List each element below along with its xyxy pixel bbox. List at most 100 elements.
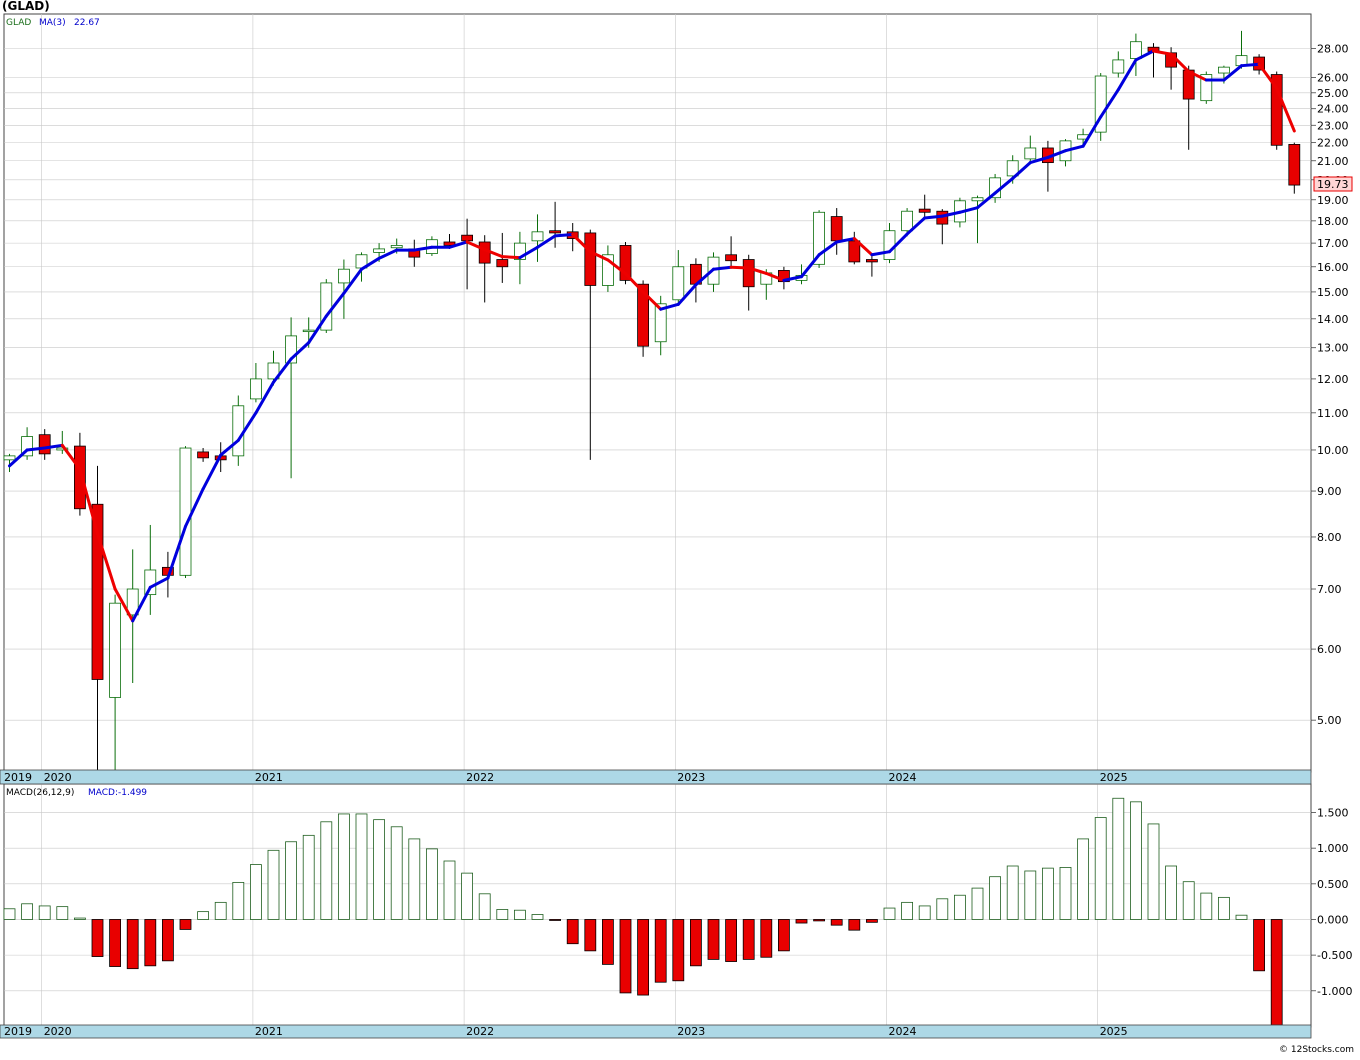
candle-up (1112, 59, 1125, 74)
ma-segment (1275, 86, 1296, 133)
candle-up (21, 436, 34, 457)
ma-segment (96, 532, 117, 591)
macd-bar-positive (38, 905, 51, 920)
macd-bar-positive (285, 841, 298, 920)
macd-bar-negative (566, 919, 579, 945)
candle-up (285, 335, 298, 364)
ma-segment (782, 275, 803, 282)
macd-axis: 1.500 1.000 0.500 0.000 -0.500 -1.000 (1311, 807, 1352, 998)
candle-down (848, 240, 861, 263)
macd-bar-positive (954, 894, 966, 920)
ma-segment (624, 272, 645, 294)
macd-bar-positive (901, 901, 913, 920)
ma-segment (606, 258, 627, 276)
macd-tick-label: 1.500 (1317, 807, 1349, 820)
ma-segment (852, 237, 874, 257)
macd-bar-positive (267, 849, 280, 920)
macd-bar-positive (425, 848, 438, 920)
ma-segment (764, 271, 786, 282)
candle-down (197, 451, 210, 459)
ma-segment (1028, 155, 1050, 165)
year-label: 2024 (889, 771, 917, 784)
ma-segment (800, 253, 821, 279)
candle-up (971, 197, 984, 202)
macd-bar-positive (337, 813, 350, 920)
year-labels: 2019 2019 2020 2020 2021 2021 2022 2022 2023 2023… (4, 771, 1128, 1038)
candle-down (584, 232, 597, 286)
candle-up (126, 588, 139, 616)
ma-segment (272, 357, 293, 384)
year-label: 2025 (1100, 771, 1128, 784)
candle-up (56, 447, 69, 451)
price-tick-label: 18.00 (1317, 215, 1349, 228)
macd-bar-negative (126, 919, 139, 970)
macd-bar-positive (355, 813, 368, 920)
macd-tick-label: 0.500 (1317, 878, 1349, 891)
macd-bar-positive (1077, 838, 1089, 920)
candle-up (179, 447, 192, 576)
macd-bar-negative (144, 919, 157, 967)
candle-up (1200, 74, 1213, 102)
ma-segment (588, 250, 610, 262)
ma-segment (483, 248, 504, 259)
candle-down (74, 445, 86, 510)
price-tick-label: 8.00 (1317, 531, 1342, 544)
price-tick-label: 28.00 (1317, 43, 1349, 56)
ma-segment (25, 446, 47, 452)
candle-up (514, 242, 526, 260)
year-label: 2023 (677, 771, 705, 784)
macd-bar-positive (1094, 817, 1107, 920)
candle-up (1024, 147, 1037, 160)
macd-bar-positive (989, 876, 1001, 920)
ma-segment (835, 237, 856, 244)
macd-bar-positive (918, 905, 931, 920)
candle-up (883, 230, 896, 260)
ma-segment (166, 524, 187, 580)
ma-segment (465, 240, 487, 252)
macd-bar-positive (56, 906, 69, 920)
ma-segment (324, 291, 346, 318)
price-tick-label: 23.00 (1317, 119, 1349, 132)
candlestick-series (3, 30, 1301, 770)
candle-down (496, 259, 509, 268)
price-tick-label: 10.00 (1317, 444, 1349, 457)
ma-segment (1011, 161, 1032, 180)
macd-bar-positive (1006, 865, 1019, 920)
ma-segment (184, 487, 205, 528)
macd-bar-positive (461, 872, 474, 920)
year-label: 2022 (466, 1025, 494, 1038)
macd-bar-negative (848, 919, 861, 931)
candle-down (38, 434, 51, 455)
price-tick-label: 14.00 (1317, 313, 1349, 326)
legend-symbol: GLAD (6, 18, 31, 28)
macd-bar-negative (707, 919, 720, 960)
macd-bar-negative (637, 919, 649, 996)
year-label: 2020 (44, 1025, 72, 1038)
macd-histogram (3, 797, 1283, 1026)
macd-bar-negative (1270, 919, 1283, 1026)
candle-up (3, 455, 16, 461)
macd-bar-positive (1182, 881, 1195, 920)
ma-segment (676, 283, 698, 306)
candle-up (901, 210, 913, 232)
macd-bar-negative (725, 919, 737, 962)
candle-up (602, 254, 614, 286)
macd-bar-positive (1112, 797, 1125, 920)
ma-segment (694, 267, 715, 287)
candle-down (443, 241, 456, 246)
macd-time-axis-band (0, 1024, 1312, 1039)
candle-up (144, 569, 157, 596)
price-tick-label: 21.00 (1317, 155, 1349, 168)
macd-bar-positive (408, 838, 421, 920)
ma-segment (1257, 62, 1279, 90)
candle-up (1006, 160, 1019, 177)
candle-down (461, 234, 474, 242)
candle-down (866, 259, 878, 263)
price-tick-label: 24.00 (1317, 103, 1349, 116)
ma-segment (236, 411, 258, 442)
macd-bar-positive (232, 881, 245, 920)
macd-bar-positive (1218, 896, 1230, 920)
candle-up (531, 231, 544, 242)
ma-segment (1240, 62, 1261, 68)
